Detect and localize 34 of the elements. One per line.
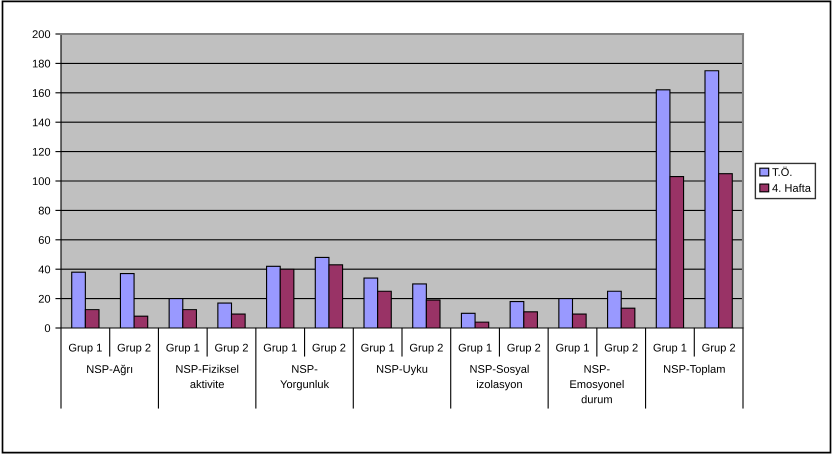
x-tick-label: Grup 1: [68, 344, 102, 354]
x-tick-label: Grup 1: [654, 344, 686, 354]
x-tick-label: Grup 2: [215, 344, 248, 354]
y-tick-label: 20: [38, 294, 50, 303]
x-tick-label: Grup 2: [604, 344, 638, 354]
y-tick-label: 200: [32, 30, 50, 38]
x-tick-label: Grup 2: [312, 344, 346, 354]
y-tick-label: 100: [32, 177, 50, 186]
x-tick-label: Grup 1: [166, 344, 200, 354]
x-tick-label: Grup 1: [458, 344, 492, 354]
legend-label: 4. Hafta: [772, 184, 811, 192]
y-tick-label: 0: [44, 324, 50, 332]
x-tick-label: Grup 2: [410, 344, 443, 354]
text: NSP-Uyku: [376, 364, 428, 376]
text: NSP- Emosyonel durum: [570, 365, 624, 404]
y-tick-label: 140: [32, 118, 50, 126]
x-tick-label: Grup 2: [702, 344, 736, 354]
y-tick-label: 180: [32, 60, 50, 68]
text: NSP-Fiziksel aktivite: [176, 364, 238, 388]
x-tick-label: Grup 2: [118, 344, 150, 354]
text: NSP-Ağrı: [87, 364, 132, 376]
y-tick-label: 80: [38, 206, 50, 215]
y-tick-label: 60: [38, 236, 50, 244]
y-tick-label: 120: [32, 148, 50, 156]
legend-label: T.Ö.: [772, 166, 792, 176]
x-tick-label: Grup 1: [556, 344, 589, 354]
text: NSP- Yorgunluk: [280, 365, 330, 390]
y-tick-label: 40: [38, 265, 50, 274]
text: NSP-Toplam: [664, 364, 725, 376]
x-tick-label: Grup 1: [361, 344, 394, 354]
text: NSP-Sosyal izolasyon: [470, 364, 529, 390]
y-tick-label: 160: [32, 89, 50, 97]
x-tick-label: Grup 1: [264, 344, 297, 354]
x-tick-label: Grup 2: [507, 344, 540, 354]
